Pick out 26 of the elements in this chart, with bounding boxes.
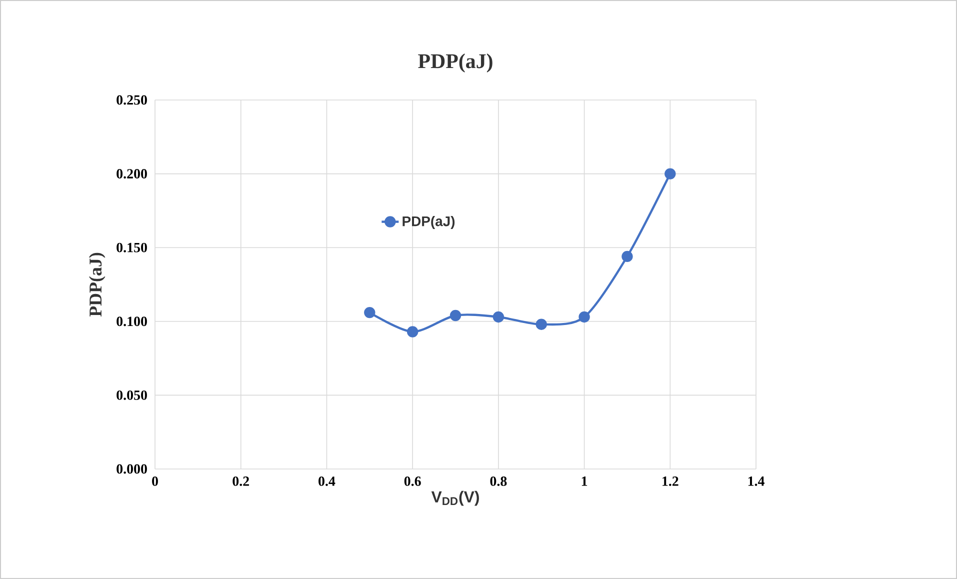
point	[536, 318, 547, 330]
x-tick-label: 0	[152, 476, 158, 486]
chart-title: PDP(aJ)	[418, 54, 492, 72]
point	[622, 250, 633, 262]
point	[492, 311, 504, 323]
x-tick-label: 0.8	[490, 476, 507, 486]
y-tick-label: 0.100	[116, 316, 147, 326]
y-tick-label: 0.200	[116, 169, 147, 179]
y-axis-title: PDP(aJ)	[88, 252, 106, 317]
y-tick-label: 0.000	[116, 464, 147, 474]
y-tick-label: 0.050	[116, 390, 147, 400]
y-tick-label: 0.150	[116, 242, 147, 252]
point	[364, 306, 376, 318]
x-tick-label: 0.6	[404, 476, 421, 486]
point	[664, 168, 676, 180]
point	[450, 310, 462, 322]
legend-label: PDP(aJ)	[402, 216, 455, 229]
x-tick-label: 0.2	[232, 476, 249, 486]
point	[578, 311, 590, 323]
x-axis-title: V$_{DD}$(V)	[431, 490, 479, 506]
x-tick-label: 1	[582, 476, 588, 486]
y-tick-label: 0.250	[116, 95, 147, 105]
x-tick-label: 0.4	[318, 476, 336, 486]
point	[406, 326, 418, 338]
x-tick-label: 1.4	[748, 476, 764, 486]
x-tick-label: 1.2	[662, 476, 678, 486]
